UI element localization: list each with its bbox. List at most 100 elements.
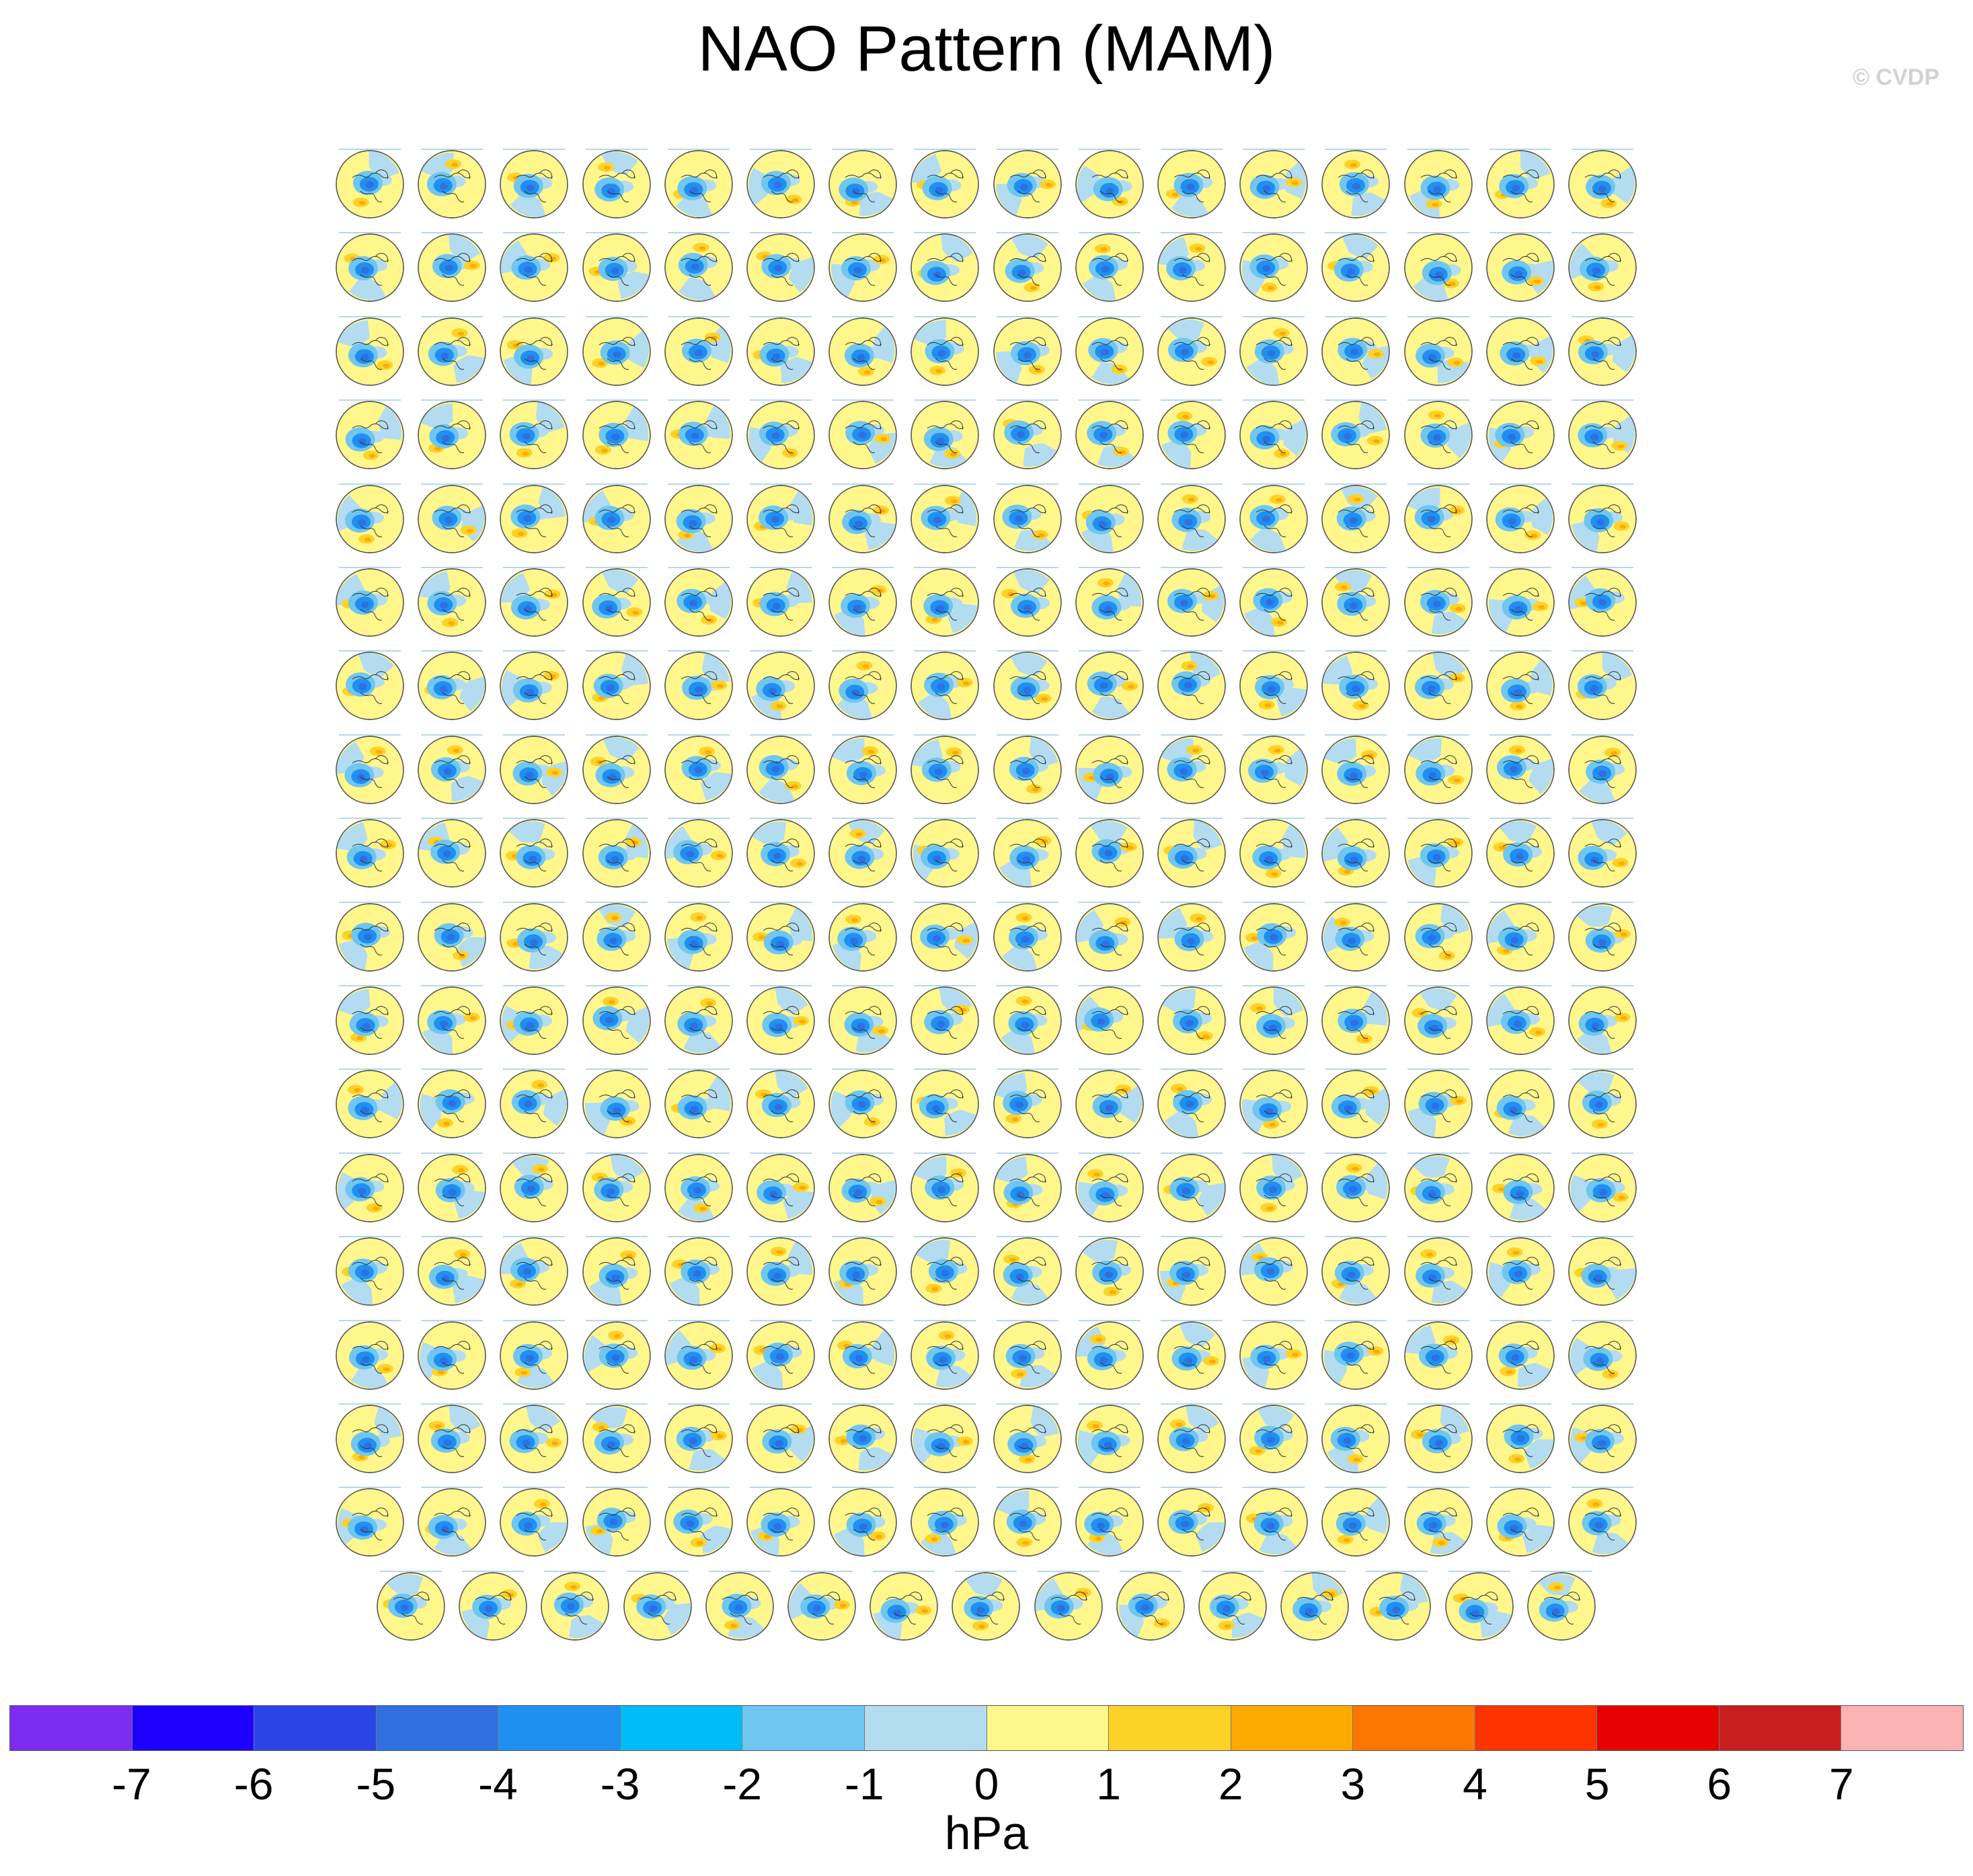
polar-map-icon (1113, 1569, 1188, 1644)
colorbar-swatch (10, 1706, 132, 1750)
polar-map-icon (1483, 481, 1558, 557)
polar-map-icon (990, 1401, 1065, 1477)
polar-map-icon (825, 1234, 900, 1309)
polar-map-icon (1401, 1401, 1476, 1477)
polar-map-icon (414, 1150, 490, 1226)
polar-map-icon (743, 230, 818, 305)
polar-map-icon (414, 397, 490, 473)
polar-map-icon (743, 147, 818, 222)
colorbar-swatch (1597, 1706, 1719, 1750)
polar-map-icon (1565, 397, 1640, 473)
colorbar-tick-label: 1 (1096, 1759, 1121, 1809)
polar-map-icon (332, 816, 408, 891)
colorbar-tick-label: -5 (356, 1759, 396, 1809)
polar-map-icon (866, 1569, 941, 1644)
polar-map-icon (1565, 1485, 1640, 1560)
polar-map-icon (1318, 397, 1393, 473)
polar-map-icon (414, 1066, 490, 1142)
polar-map-icon (825, 1066, 900, 1142)
polar-map-icon (990, 481, 1065, 557)
polar-map-icon (496, 983, 572, 1058)
polar-map-icon (1483, 983, 1558, 1058)
polar-map-icon (948, 1569, 1023, 1644)
polar-map-icon (332, 1234, 408, 1309)
polar-map-icon (907, 983, 982, 1058)
colorbar-tick-label: -4 (478, 1759, 518, 1809)
polar-map-icon (1401, 230, 1476, 305)
polar-map-icon (1154, 983, 1229, 1058)
polar-map-icon (907, 732, 982, 808)
polar-map-icon (661, 1150, 736, 1226)
polar-map-icon (825, 1318, 900, 1393)
polar-map-icon (1318, 1485, 1393, 1560)
polar-map-icon (579, 397, 654, 473)
polar-map-icon (1565, 732, 1640, 808)
polar-map-icon (496, 1150, 572, 1226)
polar-map-icon (743, 983, 818, 1058)
polar-map-icon (579, 983, 654, 1058)
polar-map-icon (496, 900, 572, 975)
polar-map-icon (825, 147, 900, 222)
polar-map-icon (1565, 1318, 1640, 1393)
polar-map-icon (579, 314, 654, 389)
polar-map-icon (1154, 732, 1229, 808)
colorbar-tick-label: 6 (1707, 1759, 1732, 1809)
colorbar-units: hPa (944, 1807, 1029, 1859)
polar-map-icon (496, 481, 572, 557)
polar-map-icon (1318, 565, 1393, 640)
polar-map-icon (1072, 1401, 1147, 1477)
polar-map-icon (1318, 732, 1393, 808)
polar-map-icon (332, 1485, 408, 1560)
polar-map-icon (414, 732, 490, 808)
polar-map-icon (496, 147, 572, 222)
polar-map-icon (1318, 314, 1393, 389)
polar-map-icon (990, 1066, 1065, 1142)
polar-map-icon (1565, 230, 1640, 305)
polar-map-icon (825, 1150, 900, 1226)
polar-map-icon (907, 397, 982, 473)
polar-map-icon (1236, 397, 1311, 473)
polar-map-icon (414, 816, 490, 891)
colorbar-tick-label: -7 (112, 1759, 151, 1809)
polar-map-icon (496, 1485, 572, 1560)
polar-map-icon (1236, 481, 1311, 557)
polar-map-icon (743, 1150, 818, 1226)
polar-map-icon (990, 230, 1065, 305)
colorbar (9, 1705, 1964, 1751)
polar-map-icon (1154, 314, 1229, 389)
polar-map-icon (496, 397, 572, 473)
polar-map-icon (743, 314, 818, 389)
polar-map-icon (579, 230, 654, 305)
polar-map-icon (496, 1318, 572, 1393)
polar-map-icon (537, 1569, 613, 1644)
polar-map-icon (907, 816, 982, 891)
polar-map-icon (414, 230, 490, 305)
polar-map-icon (825, 397, 900, 473)
polar-map-icon (1483, 732, 1558, 808)
polar-map-icon (1483, 1401, 1558, 1477)
polar-map-icon (496, 230, 572, 305)
polar-map-icon (1318, 230, 1393, 305)
polar-map-icon (825, 732, 900, 808)
polar-map-icon (1483, 1066, 1558, 1142)
polar-map-icon (1236, 1234, 1311, 1309)
polar-map-icon (743, 1234, 818, 1309)
polar-map-icon (907, 314, 982, 389)
polar-map-icon (496, 314, 572, 389)
polar-map-icon (990, 1318, 1065, 1393)
polar-map-icon (1072, 648, 1147, 724)
polar-map-icon (825, 900, 900, 975)
polar-map-icon (1072, 397, 1147, 473)
polar-map-icon (1236, 230, 1311, 305)
polar-map-icon (414, 481, 490, 557)
polar-map-icon (661, 397, 736, 473)
polar-map-icon (1483, 147, 1558, 222)
polar-map-icon (1318, 983, 1393, 1058)
polar-map-icon (743, 816, 818, 891)
polar-map-icon (1565, 147, 1640, 222)
polar-map-icon (1236, 900, 1311, 975)
polar-map-icon (661, 983, 736, 1058)
polar-map-icon (907, 900, 982, 975)
polar-map-icon (1483, 397, 1558, 473)
